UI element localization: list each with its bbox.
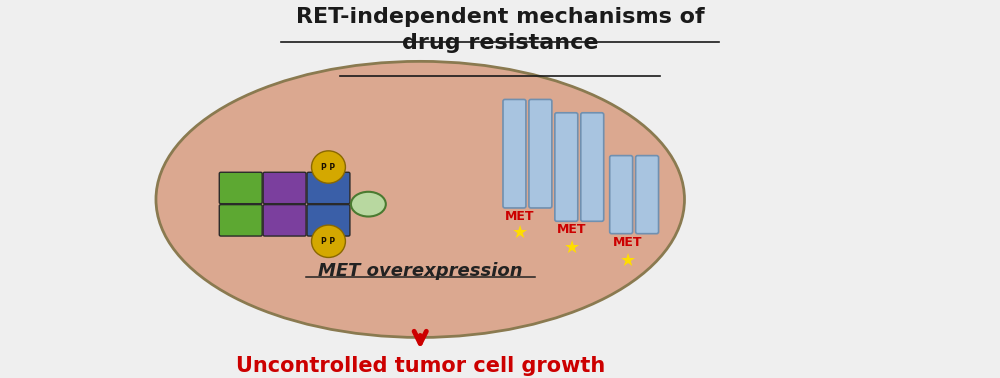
Ellipse shape <box>351 192 386 217</box>
Text: MET: MET <box>557 223 587 236</box>
Text: P P: P P <box>321 237 336 246</box>
FancyBboxPatch shape <box>503 99 526 208</box>
FancyBboxPatch shape <box>263 204 306 236</box>
Circle shape <box>312 225 345 257</box>
Text: MET: MET <box>505 210 535 223</box>
FancyBboxPatch shape <box>307 204 350 236</box>
FancyBboxPatch shape <box>529 99 552 208</box>
Text: ★: ★ <box>512 224 528 242</box>
Text: ★: ★ <box>564 239 580 256</box>
FancyBboxPatch shape <box>263 172 306 204</box>
FancyBboxPatch shape <box>219 172 262 204</box>
FancyBboxPatch shape <box>610 156 633 234</box>
FancyBboxPatch shape <box>307 172 350 204</box>
Text: Uncontrolled tumor cell growth: Uncontrolled tumor cell growth <box>236 356 605 375</box>
Text: RET-independent mechanisms of
drug resistance: RET-independent mechanisms of drug resis… <box>296 7 704 53</box>
Text: P P: P P <box>321 163 336 172</box>
FancyBboxPatch shape <box>636 156 659 234</box>
FancyBboxPatch shape <box>581 113 604 221</box>
Circle shape <box>312 151 345 183</box>
Text: MET overexpression: MET overexpression <box>318 262 523 280</box>
Text: ★: ★ <box>620 252 636 270</box>
FancyBboxPatch shape <box>555 113 578 221</box>
FancyBboxPatch shape <box>219 204 262 236</box>
Text: MET: MET <box>613 235 642 249</box>
Ellipse shape <box>156 61 684 338</box>
